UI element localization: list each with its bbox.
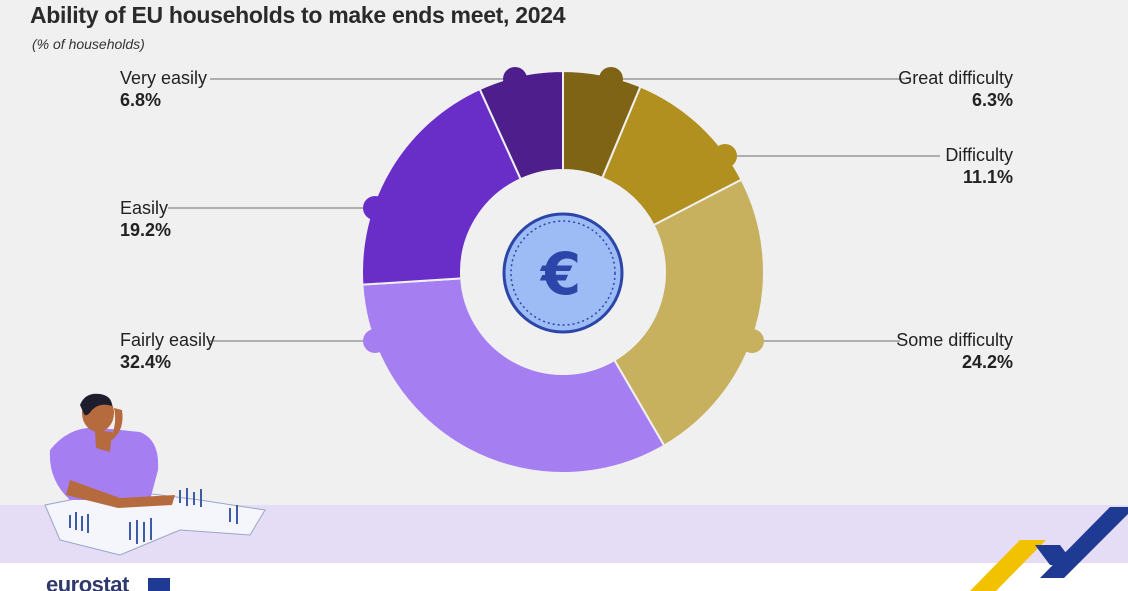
slice-value: 32.4% (120, 352, 172, 372)
slice-value: 6.8% (120, 90, 162, 110)
label-very-easily: Very easily 6.8% (120, 67, 207, 111)
euro-coin-icon: € (461, 170, 665, 374)
connector-dot (713, 144, 737, 168)
slice-name: Some difficulty (896, 330, 1013, 350)
slice-value: 24.2% (961, 352, 1013, 372)
connector-dot (363, 329, 387, 353)
label-fairly-easily: Fairly easily 32.4% (120, 329, 215, 373)
connector-dot (740, 329, 764, 353)
person-reading-illustration (44, 393, 266, 556)
label-great-difficulty: Great difficulty 6.3% (898, 67, 1013, 111)
slice-name: Fairly easily (120, 330, 216, 350)
label-difficulty: Difficulty 11.1% (945, 144, 1013, 188)
slice-value: 6.3% (971, 90, 1013, 110)
chart-title: Ability of EU households to make ends me… (30, 2, 566, 28)
footer-strip (0, 563, 1128, 591)
eurostat-logo: eurostat (46, 574, 129, 591)
slice-name: Easily (120, 198, 169, 218)
connector-dot (363, 196, 387, 220)
slice-name: Great difficulty (898, 68, 1013, 88)
donut-slices (361, 69, 765, 474)
chart-subtitle: (% of households) (32, 36, 145, 52)
slice-name: Difficulty (945, 145, 1013, 165)
svg-text:€: € (539, 240, 581, 308)
slice-name: Very easily (120, 68, 208, 88)
label-connectors (168, 67, 940, 353)
label-some-difficulty: Some difficulty 24.2% (896, 329, 1013, 373)
connector-dot (599, 67, 623, 91)
label-easily: Easily 19.2% (120, 197, 171, 241)
slice-value: 11.1% (962, 167, 1013, 187)
slice-value: 19.2% (120, 220, 172, 240)
eu-flag-icon (148, 578, 170, 591)
connector-dot (503, 67, 527, 91)
brand-arrow-shapes (970, 507, 1128, 591)
donut-slice-fairly-easily (361, 277, 666, 474)
